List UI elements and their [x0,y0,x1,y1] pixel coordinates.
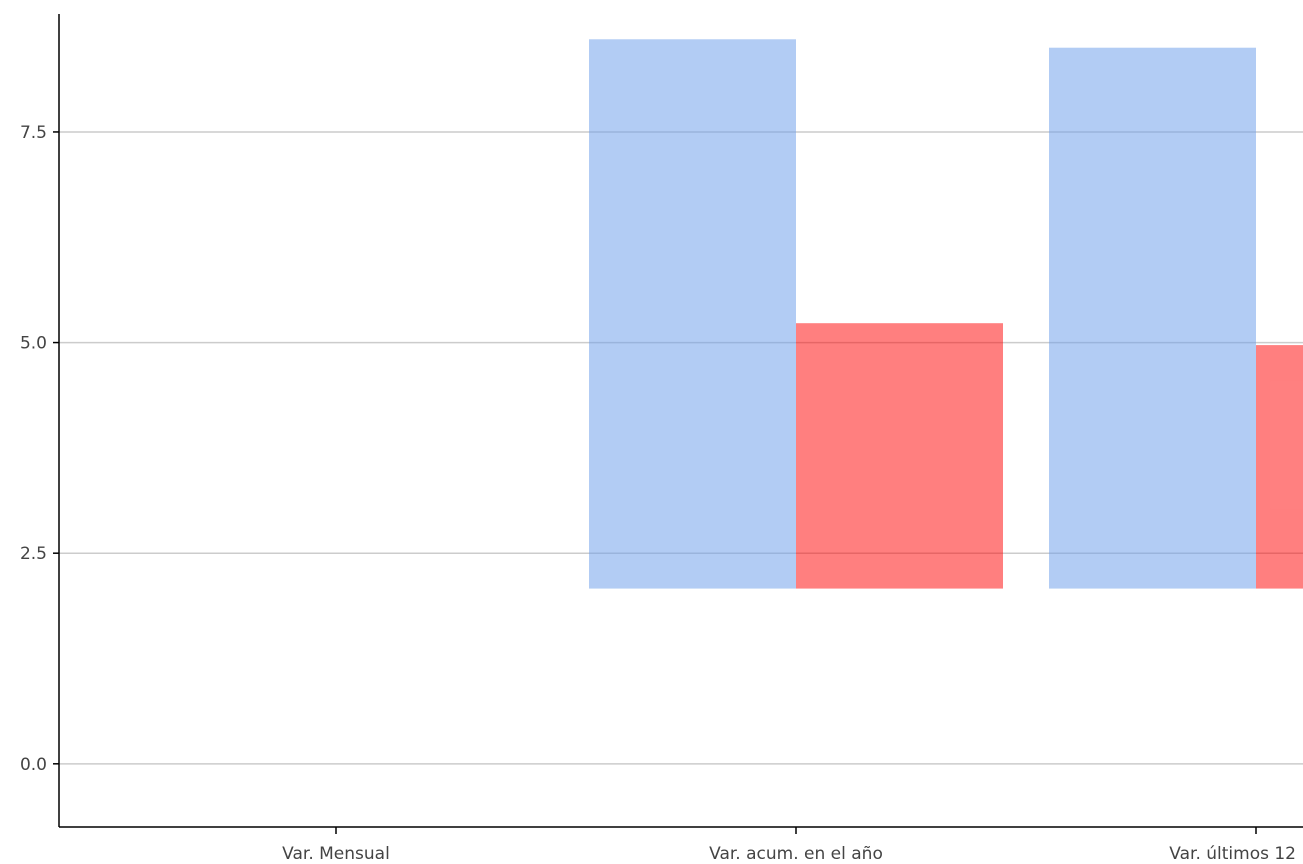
y-tick-label-3: 7.5 [20,123,47,143]
y-tick-label-0: 0.0 [20,755,47,775]
bar-series-0-1 [589,39,796,589]
x-tick-label-2: Var. últimos 12 [1169,844,1296,864]
x-ticks: Var. Mensual Var. acum. en el año Var. últ… [282,827,1296,864]
y-tick-label-1: 2.5 [20,544,47,564]
bar-series-1-2 [1256,345,1303,589]
x-tick-label-0: Var. Mensual [282,844,390,864]
bars [589,39,1303,589]
x-tick-label-1: Var. acum. en el año [709,844,883,864]
y-ticks: 0.0 2.5 5.0 7.5 [20,123,59,775]
axes [58,14,1303,828]
bar-series-0-2 [1049,47,1256,589]
y-tick-label-2: 5.0 [20,334,47,354]
bar-series-1-1 [796,323,1003,589]
